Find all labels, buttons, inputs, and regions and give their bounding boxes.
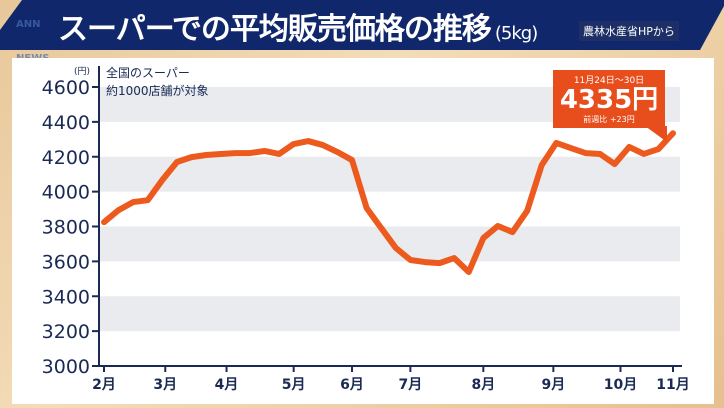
x-tick-label: 7月 bbox=[399, 377, 423, 393]
y-tick-label: 3800 bbox=[42, 217, 90, 239]
latest-value-callout: 11月24日〜30日 4335円 前週比 +23円 bbox=[553, 70, 667, 142]
grid-band bbox=[100, 296, 680, 332]
x-tick-label: 6月 bbox=[340, 377, 364, 393]
x-tick-label: 11月 bbox=[656, 377, 689, 393]
chart-title: スーパーでの平均販売価格の推移 (5kg) bbox=[58, 4, 538, 48]
x-tick-label: 8月 bbox=[471, 377, 495, 393]
x-tick-label: 2月 bbox=[92, 377, 116, 393]
annotation-line2: 約1000店舗が対象 bbox=[106, 84, 209, 98]
y-tick-label: 4200 bbox=[42, 147, 90, 169]
y-axis-unit: (円) bbox=[74, 66, 90, 77]
x-tick-label: 3月 bbox=[153, 377, 177, 393]
source-label: 農林水産省HPから bbox=[579, 21, 679, 41]
y-tick-label: 3000 bbox=[42, 356, 90, 378]
x-tick-label: 10月 bbox=[604, 377, 637, 393]
x-tick-label: 4月 bbox=[215, 377, 239, 393]
y-tick-label: 3400 bbox=[42, 286, 90, 308]
title-text: スーパーでの平均販売価格の推移 bbox=[58, 12, 492, 47]
y-tick-label: 4600 bbox=[42, 77, 90, 99]
annotation-line1: 全国のスーパー bbox=[106, 66, 190, 80]
y-tick-label: 3200 bbox=[42, 321, 90, 343]
title-unit: (5kg) bbox=[494, 23, 538, 44]
callout-change: 前週比 +23円 bbox=[583, 115, 635, 124]
y-tick-label: 4000 bbox=[42, 182, 90, 204]
callout-date: 11月24日〜30日 bbox=[573, 76, 645, 86]
y-tick-label: 3600 bbox=[42, 251, 90, 273]
price-line bbox=[101, 130, 676, 276]
chart-annotation: 全国のスーパー 約1000店舗が対象 bbox=[106, 64, 209, 100]
grid-band bbox=[100, 156, 680, 192]
x-tick-label: 5月 bbox=[282, 377, 306, 393]
x-tick-label: 9月 bbox=[541, 377, 565, 393]
y-tick-label: 4400 bbox=[42, 112, 90, 134]
callout-value: 4335円 bbox=[559, 85, 659, 115]
